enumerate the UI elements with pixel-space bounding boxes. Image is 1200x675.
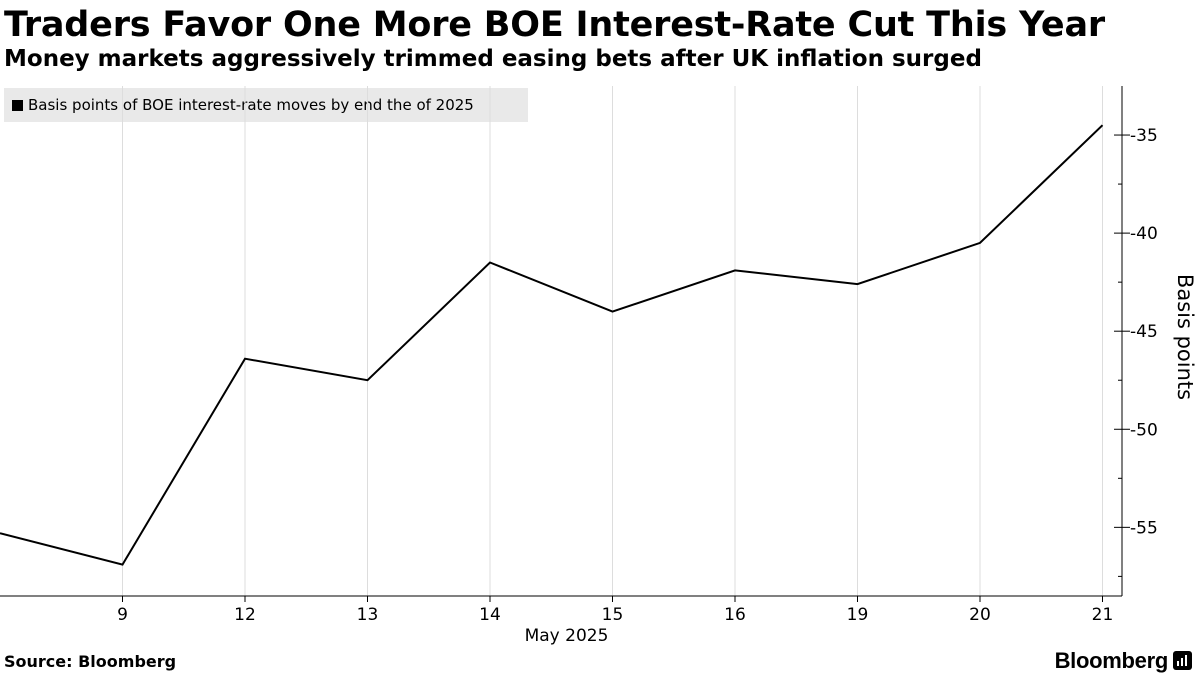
x-tick-label: 15 bbox=[602, 605, 624, 625]
x-tick-label: 21 bbox=[1092, 605, 1114, 625]
source-note: Source: Bloomberg bbox=[4, 652, 177, 671]
brand-logo: Bloomberg bbox=[1054, 648, 1169, 673]
x-tick-label: 16 bbox=[724, 605, 746, 625]
x-tick-label: 12 bbox=[234, 605, 256, 625]
grid-lines bbox=[122, 86, 1103, 596]
axis-labels: 9 12 13 14 15 16 19 20 21 -55 -50 -45 -40 -35 Basis po… bbox=[117, 126, 1197, 646]
y-tick-label: -40 bbox=[1130, 224, 1158, 244]
y-tick-label: -55 bbox=[1130, 518, 1158, 538]
x-tick-label: 19 bbox=[847, 605, 869, 625]
bloomberg-terminal-icon bbox=[1173, 651, 1192, 670]
legend: Basis points of BOE interest-rate moves … bbox=[4, 88, 528, 122]
axes bbox=[0, 86, 1130, 602]
legend-label: Basis points of BOE interest-rate moves … bbox=[28, 96, 474, 114]
x-tick-label: 9 bbox=[117, 605, 128, 625]
x-tick-label: 13 bbox=[357, 605, 379, 625]
chart-subtitle: Money markets aggressively trimmed easin… bbox=[4, 46, 982, 72]
legend-swatch-icon bbox=[12, 100, 23, 111]
x-tick-label: 14 bbox=[479, 605, 501, 625]
series-line bbox=[0, 124, 1104, 566]
y-axis-title: Basis points bbox=[1173, 274, 1197, 400]
series-layer bbox=[0, 124, 1104, 566]
y-tick-label: -50 bbox=[1130, 420, 1158, 440]
x-axis-title: May 2025 bbox=[525, 626, 609, 646]
y-tick-label: -45 bbox=[1130, 322, 1158, 342]
chart-title: Traders Favor One More BOE Interest-Rate… bbox=[4, 5, 1105, 45]
y-tick-label: -35 bbox=[1130, 126, 1158, 146]
x-tick-label: 20 bbox=[969, 605, 991, 625]
